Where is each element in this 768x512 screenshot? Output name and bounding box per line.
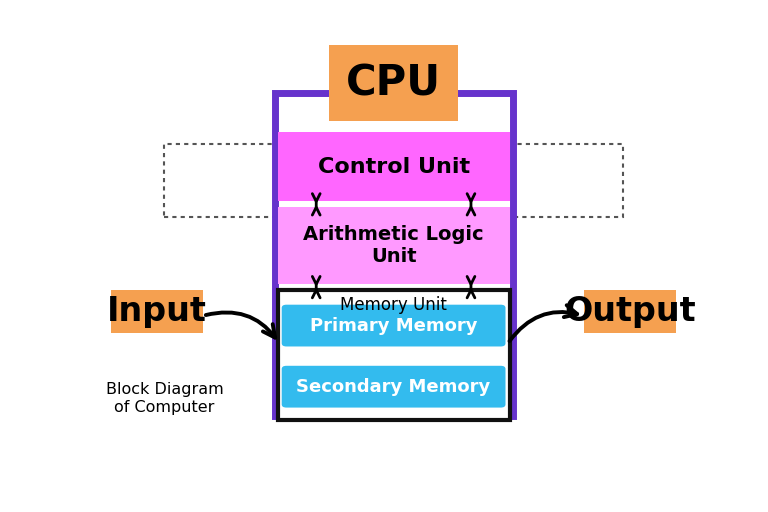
FancyBboxPatch shape <box>282 305 505 347</box>
Text: Control Unit: Control Unit <box>317 157 470 177</box>
Bar <box>277 207 510 284</box>
Text: CPU: CPU <box>346 62 441 104</box>
Text: Output: Output <box>564 295 697 328</box>
Bar <box>275 93 513 416</box>
Bar <box>277 133 510 201</box>
Bar <box>164 144 623 217</box>
Text: Secondary Memory: Secondary Memory <box>296 378 491 396</box>
Text: Arithmetic Logic
Unit: Arithmetic Logic Unit <box>303 225 484 266</box>
Text: Primary Memory: Primary Memory <box>310 316 478 334</box>
Bar <box>584 290 677 333</box>
Text: Block Diagram
of Computer: Block Diagram of Computer <box>105 382 223 415</box>
Bar <box>111 290 203 333</box>
FancyBboxPatch shape <box>282 366 505 408</box>
Text: Memory Unit: Memory Unit <box>340 296 447 314</box>
Text: Input: Input <box>108 295 207 328</box>
Bar <box>277 290 510 420</box>
